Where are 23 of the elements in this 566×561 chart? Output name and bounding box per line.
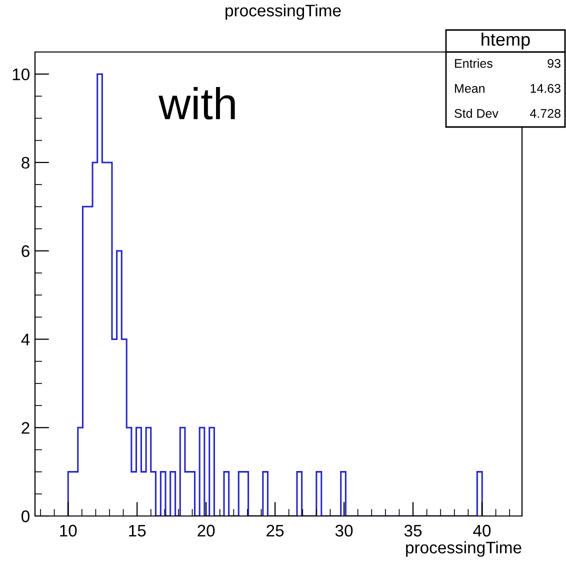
x-tick-label: 35 [404,524,422,537]
x-tick-label: 20 [198,524,215,537]
text: 4.728 [530,109,560,118]
annotation: Mean [455,84,484,93]
x-axis-title: processingTime [406,541,522,557]
x-tick-label: 10 [60,524,77,537]
annotation: with [158,86,235,120]
y-tick-label: 8 [22,156,30,169]
text: htemp [482,32,530,50]
x-tick-label: 30 [335,524,353,537]
text: 93 [548,59,560,68]
y-tick-label: 2 [22,422,30,434]
x-tick-label: 40 [473,524,491,537]
annotation: Std Dev [454,108,498,118]
text: 14.63 [530,84,560,93]
x-tick-label: 25 [266,524,284,537]
y-tick-label: 0 [22,510,30,522]
x-tick-label: 15 [129,524,146,537]
annotation: Entries [455,58,492,68]
y-tick-label: 6 [22,245,30,258]
y-tick-label: 4 [21,334,30,346]
chart-title: processingTime [226,4,341,20]
y-tick-label: 10 [12,68,30,80]
